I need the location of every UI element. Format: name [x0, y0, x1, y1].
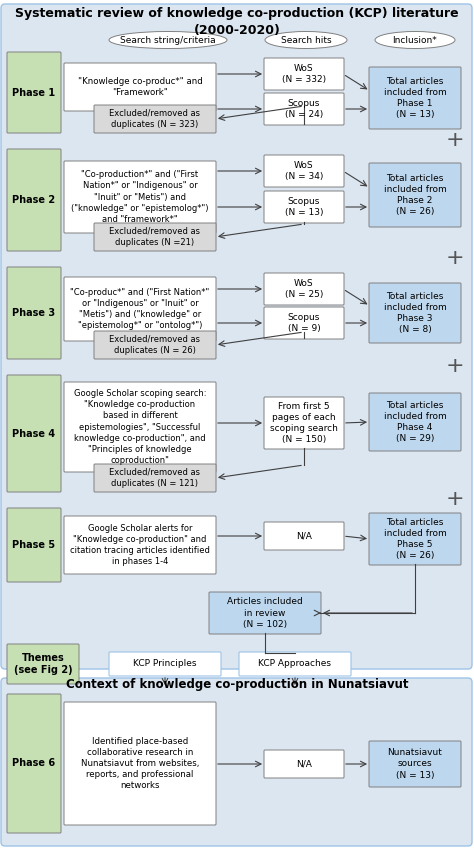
- Text: Nunatsiavut
sources
(N = 13): Nunatsiavut sources (N = 13): [388, 748, 442, 779]
- FancyBboxPatch shape: [264, 93, 344, 125]
- Text: Total articles
included from
Phase 4
(N = 29): Total articles included from Phase 4 (N …: [383, 401, 447, 443]
- FancyBboxPatch shape: [264, 750, 344, 778]
- FancyBboxPatch shape: [64, 382, 216, 472]
- FancyBboxPatch shape: [109, 652, 221, 676]
- FancyBboxPatch shape: [7, 149, 61, 251]
- FancyBboxPatch shape: [369, 393, 461, 451]
- Text: From first 5
pages of each
scoping search
(N = 150): From first 5 pages of each scoping searc…: [270, 402, 338, 445]
- FancyBboxPatch shape: [7, 644, 79, 684]
- FancyBboxPatch shape: [369, 283, 461, 343]
- Text: Scopus
(N = 24): Scopus (N = 24): [285, 99, 323, 119]
- Text: Inclusion*: Inclusion*: [392, 36, 438, 44]
- Text: "Co-production*" and ("First
Nation*" or "Indigenous" or
"Inuit" or "Metis") and: "Co-production*" and ("First Nation*" or…: [71, 170, 209, 224]
- Ellipse shape: [265, 31, 347, 48]
- Text: Phase 4: Phase 4: [12, 428, 55, 439]
- FancyBboxPatch shape: [7, 267, 61, 359]
- FancyBboxPatch shape: [264, 273, 344, 305]
- FancyBboxPatch shape: [369, 67, 461, 129]
- Text: +: +: [446, 489, 465, 509]
- FancyBboxPatch shape: [369, 513, 461, 565]
- FancyBboxPatch shape: [264, 522, 344, 550]
- Ellipse shape: [375, 31, 455, 48]
- Text: +: +: [446, 356, 465, 376]
- FancyBboxPatch shape: [264, 397, 344, 449]
- Text: Identified place-based
collaborative research in
Nunatsiavut from websites,
repo: Identified place-based collaborative res…: [81, 737, 199, 791]
- Text: Excluded/removed as
duplicates (N =21): Excluded/removed as duplicates (N =21): [109, 227, 201, 247]
- FancyBboxPatch shape: [64, 161, 216, 233]
- FancyBboxPatch shape: [239, 652, 351, 676]
- FancyBboxPatch shape: [64, 277, 216, 341]
- Ellipse shape: [109, 31, 227, 48]
- Text: Phase 6: Phase 6: [12, 758, 55, 768]
- Text: Excluded/removed as
duplicates (N = 121): Excluded/removed as duplicates (N = 121): [109, 468, 201, 488]
- Text: +: +: [446, 130, 465, 150]
- Text: Total articles
included from
Phase 2
(N = 26): Total articles included from Phase 2 (N …: [383, 174, 447, 216]
- Text: +: +: [446, 248, 465, 268]
- Text: Total articles
included from
Phase 3
(N = 8): Total articles included from Phase 3 (N …: [383, 292, 447, 334]
- Text: Articles included
in review
(N = 102): Articles included in review (N = 102): [227, 598, 303, 629]
- FancyBboxPatch shape: [94, 105, 216, 133]
- Text: Phase 1: Phase 1: [12, 88, 55, 98]
- FancyBboxPatch shape: [94, 464, 216, 492]
- Text: WoS
(N = 332): WoS (N = 332): [282, 64, 326, 84]
- Text: Total articles
included from
Phase 5
(N = 26): Total articles included from Phase 5 (N …: [383, 518, 447, 560]
- Text: Scopus
(N = 9): Scopus (N = 9): [288, 313, 320, 333]
- Text: KCP Approaches: KCP Approaches: [258, 660, 331, 668]
- FancyBboxPatch shape: [369, 741, 461, 787]
- Text: Context of knowledge co-production in Nunatsiavut: Context of knowledge co-production in Nu…: [66, 678, 408, 691]
- Text: Themes
(see Fig 2): Themes (see Fig 2): [14, 653, 73, 675]
- FancyBboxPatch shape: [1, 4, 472, 669]
- Text: WoS
(N = 34): WoS (N = 34): [285, 161, 323, 181]
- Text: "Knowledge co-produc*" and
"Framework": "Knowledge co-produc*" and "Framework": [78, 77, 202, 97]
- Text: Google Scholar alerts for
"Knowledge co-production" and
citation tracing article: Google Scholar alerts for "Knowledge co-…: [70, 524, 210, 566]
- Text: Excluded/removed as
duplicates (N = 26): Excluded/removed as duplicates (N = 26): [109, 335, 201, 355]
- FancyBboxPatch shape: [94, 223, 216, 251]
- Text: Google Scholar scoping search:
"Knowledge co-production
based in different
epist: Google Scholar scoping search: "Knowledg…: [74, 389, 206, 465]
- Text: WoS
(N = 25): WoS (N = 25): [285, 279, 323, 299]
- Text: Phase 2: Phase 2: [12, 195, 55, 205]
- Text: N/A: N/A: [296, 760, 312, 768]
- FancyBboxPatch shape: [264, 191, 344, 223]
- Text: Excluded/removed as
duplicates (N = 323): Excluded/removed as duplicates (N = 323): [109, 109, 201, 129]
- FancyBboxPatch shape: [7, 52, 61, 133]
- Text: KCP Principles: KCP Principles: [133, 660, 197, 668]
- FancyBboxPatch shape: [7, 508, 61, 582]
- FancyBboxPatch shape: [369, 163, 461, 227]
- FancyBboxPatch shape: [94, 331, 216, 359]
- Text: Scopus
(N = 13): Scopus (N = 13): [285, 197, 323, 217]
- FancyBboxPatch shape: [7, 375, 61, 492]
- Text: Total articles
included from
Phase 1
(N = 13): Total articles included from Phase 1 (N …: [383, 76, 447, 119]
- Text: "Co-produc*" and ("First Nation*"
or "Indigenous" or "Inuit" or
"Metis") and ("k: "Co-produc*" and ("First Nation*" or "In…: [70, 288, 210, 330]
- FancyBboxPatch shape: [209, 592, 321, 634]
- Text: Phase 3: Phase 3: [12, 308, 55, 318]
- Text: N/A: N/A: [296, 531, 312, 541]
- FancyBboxPatch shape: [64, 702, 216, 825]
- Text: Systematic review of knowledge co-production (KCP) literature
(2000-2020): Systematic review of knowledge co-produc…: [15, 7, 459, 37]
- FancyBboxPatch shape: [264, 155, 344, 187]
- FancyBboxPatch shape: [7, 694, 61, 833]
- Text: Search string/criteria: Search string/criteria: [120, 36, 216, 44]
- FancyBboxPatch shape: [64, 63, 216, 111]
- Text: Search hits: Search hits: [281, 36, 331, 44]
- FancyBboxPatch shape: [264, 307, 344, 339]
- FancyBboxPatch shape: [64, 516, 216, 574]
- Text: Phase 5: Phase 5: [12, 540, 55, 550]
- FancyBboxPatch shape: [264, 58, 344, 90]
- FancyBboxPatch shape: [1, 678, 472, 846]
